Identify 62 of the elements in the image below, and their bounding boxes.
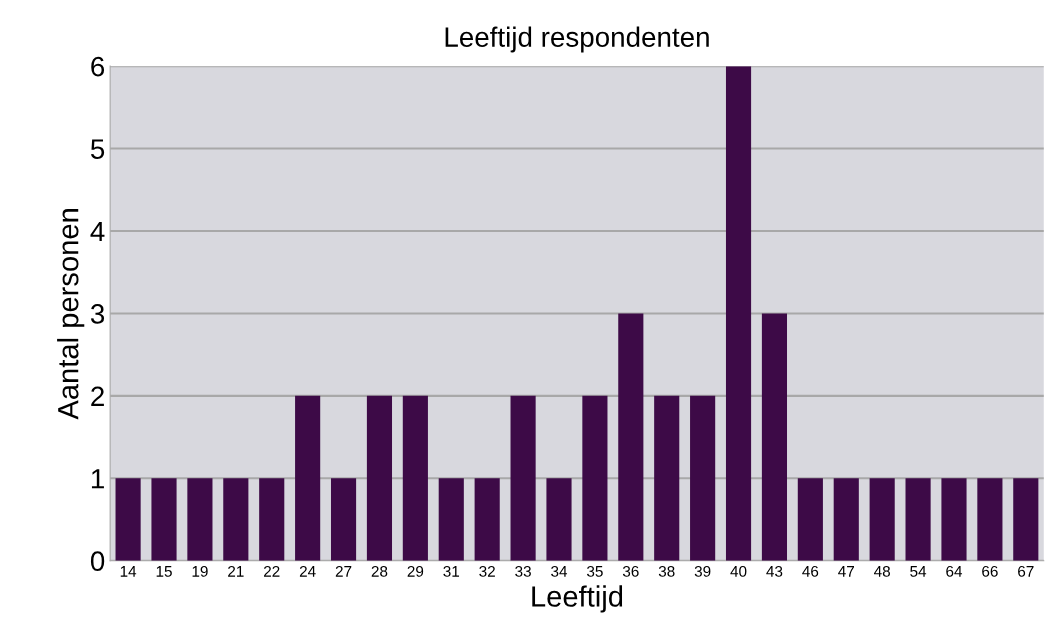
x-tick-label: 28 xyxy=(371,565,388,577)
x-tick-label: 15 xyxy=(156,566,172,577)
x-tick-label: 19 xyxy=(192,565,208,577)
bar xyxy=(725,66,752,561)
x-tick-label: 24 xyxy=(299,565,316,577)
bar xyxy=(402,395,428,561)
y-tick-label: 0 xyxy=(90,551,105,572)
x-tick-label: 43 xyxy=(766,565,783,577)
x-tick-label: 34 xyxy=(551,565,568,577)
bar xyxy=(151,478,177,561)
bar xyxy=(1013,478,1039,561)
x-tick-label: 40 xyxy=(730,565,747,577)
bar xyxy=(761,313,788,561)
bar xyxy=(295,395,321,561)
bar xyxy=(690,395,716,561)
bar xyxy=(366,395,393,561)
x-tick-label: 36 xyxy=(622,565,639,577)
bar xyxy=(259,478,285,561)
bar xyxy=(223,478,249,561)
y-tick-label: 6 xyxy=(91,56,105,77)
x-tick-label: 31 xyxy=(443,565,460,577)
x-tick-label: 46 xyxy=(802,565,819,577)
bar xyxy=(941,478,967,561)
bar xyxy=(833,478,859,561)
chart-title: Leeftijd respondenten xyxy=(445,26,709,53)
x-tick-label: 22 xyxy=(264,565,280,577)
bar xyxy=(546,478,572,561)
x-tick-label: 32 xyxy=(479,565,495,577)
x-tick-label: 67 xyxy=(1018,565,1034,577)
bar xyxy=(797,478,823,561)
y-tick-label: 2 xyxy=(91,386,104,406)
y-tick-label: 5 xyxy=(90,139,105,159)
bar xyxy=(510,395,536,561)
x-tick-label: 14 xyxy=(120,566,137,577)
y-tick-label: 3 xyxy=(90,304,105,324)
x-tick-label: 21 xyxy=(228,565,244,577)
bar xyxy=(115,478,141,561)
bar xyxy=(977,478,1003,561)
x-tick-label: 35 xyxy=(586,565,603,577)
x-tick-label: 64 xyxy=(946,565,963,577)
bar xyxy=(438,478,464,561)
bar xyxy=(582,395,608,561)
x-axis-title: Leeftijd xyxy=(532,585,623,613)
x-tick-label: 39 xyxy=(694,565,711,577)
x-tick-label: 38 xyxy=(658,565,675,577)
x-tick-label: 29 xyxy=(407,565,424,577)
x-tick-label: 66 xyxy=(982,565,998,577)
bar xyxy=(869,478,895,561)
bar xyxy=(618,313,644,561)
bar xyxy=(905,478,931,561)
x-tick-label: 54 xyxy=(910,566,927,577)
x-tick-label: 48 xyxy=(874,565,890,577)
bar xyxy=(474,478,500,561)
y-tick-label: 4 xyxy=(90,221,105,242)
bar xyxy=(187,478,213,561)
x-tick-label: 47 xyxy=(838,566,854,577)
y-axis-title: Aantal personen xyxy=(57,209,85,420)
x-tick-label: 27 xyxy=(335,565,352,577)
bar xyxy=(330,478,357,561)
y-tick-label: 1 xyxy=(91,469,104,489)
x-tick-label: 33 xyxy=(515,565,531,577)
bar xyxy=(654,395,680,561)
